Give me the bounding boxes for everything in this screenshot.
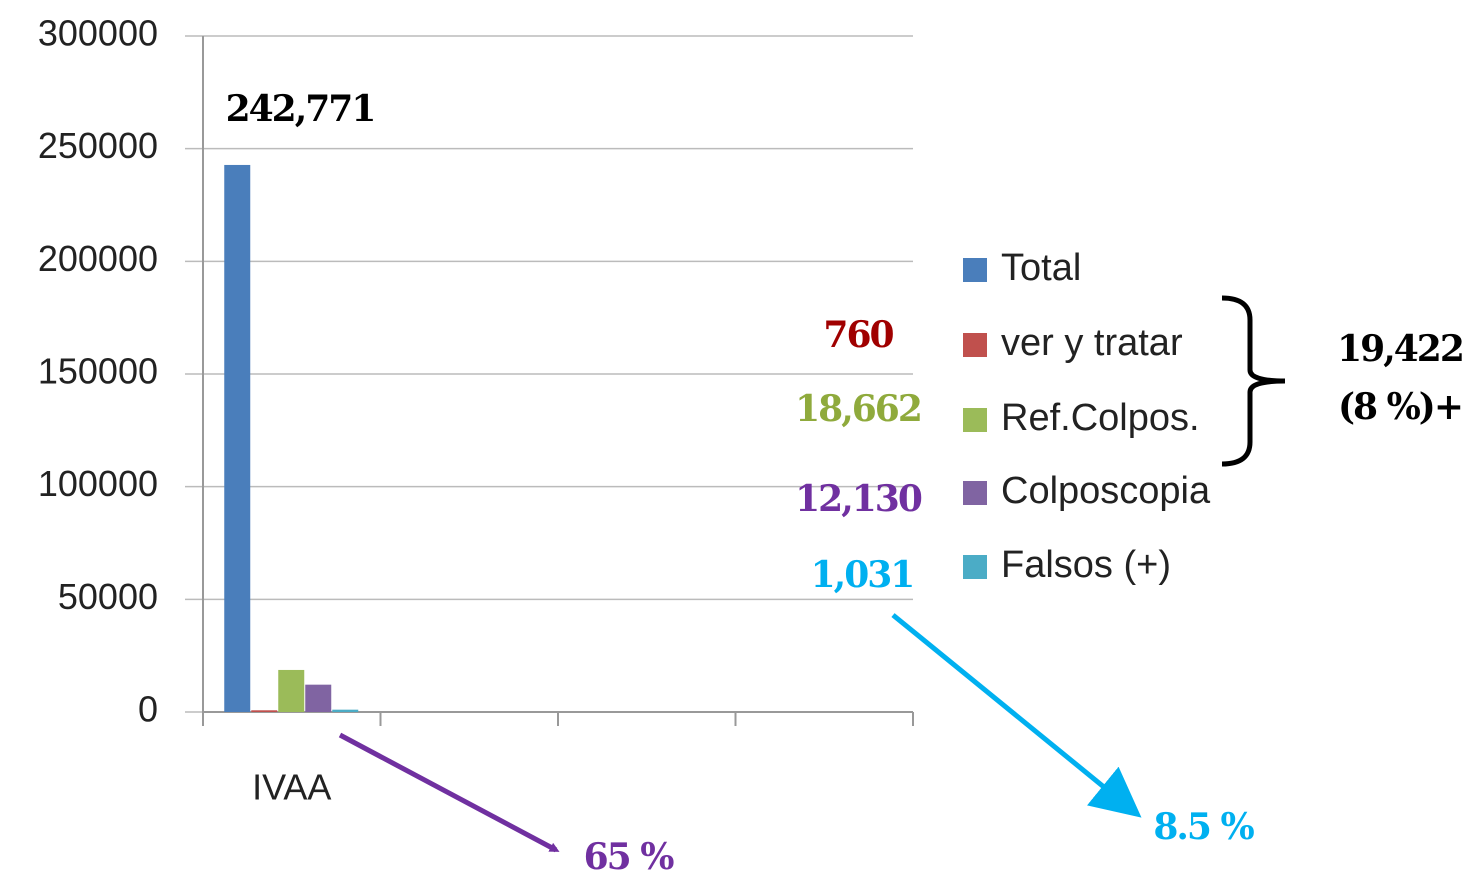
legend-swatch <box>963 481 987 505</box>
brace <box>1221 295 1286 467</box>
data-label: 242,771 <box>226 88 375 130</box>
legend-swatch <box>963 408 987 432</box>
y-tick-label: 200000 <box>38 238 158 279</box>
legend-swatch <box>963 258 987 282</box>
annotation: 65 % <box>584 836 675 878</box>
bar <box>305 684 332 712</box>
y-tick-label: 50000 <box>58 576 158 617</box>
bar <box>278 669 305 712</box>
legend-swatch <box>963 555 987 579</box>
arrow <box>338 732 560 853</box>
bar <box>332 709 359 712</box>
legend-label: Ref.Colpos. <box>1001 397 1200 439</box>
legend-label: Total <box>1001 247 1081 289</box>
annotation: 8.5 % <box>1153 806 1254 848</box>
arrow <box>891 613 1142 818</box>
data-label: 12,130 <box>795 478 922 520</box>
annotation: 19,422 <box>1337 328 1463 370</box>
y-tick-label: 150000 <box>38 351 158 392</box>
legend-swatch <box>963 333 987 357</box>
y-tick-label: 250000 <box>38 125 158 166</box>
data-label: 1,031 <box>811 554 914 596</box>
data-label: 760 <box>823 314 893 356</box>
legend-label: Falsos (+) <box>1001 544 1171 586</box>
bar <box>251 710 278 712</box>
legend-label: ver y tratar <box>1001 322 1183 364</box>
y-tick-label: 0 <box>138 689 158 730</box>
y-tick-label: 300000 <box>38 13 158 54</box>
annotation: (8 %)+ <box>1338 386 1462 428</box>
data-label: 18,662 <box>795 388 921 430</box>
x-tick-label: IVAA <box>252 767 331 808</box>
y-tick-label: 100000 <box>38 463 158 504</box>
bar <box>224 164 251 713</box>
legend-label: Colposcopia <box>1001 470 1211 512</box>
